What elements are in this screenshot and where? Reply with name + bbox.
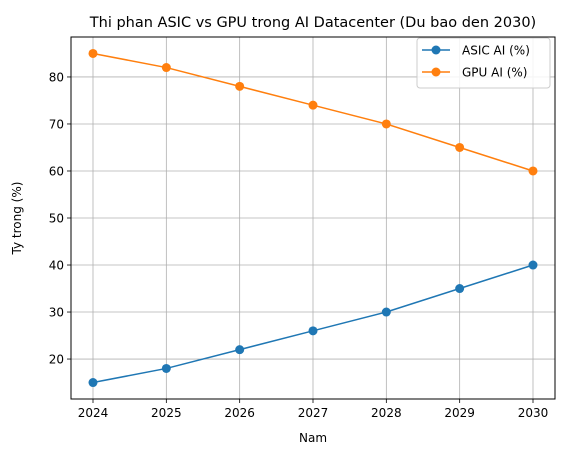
legend-box xyxy=(416,37,551,89)
chart-title: Thi phan ASIC vs GPU trong AI Datacenter… xyxy=(89,15,536,31)
x-tick-label: 2024 xyxy=(78,406,109,420)
x-tick-label: 2025 xyxy=(151,406,182,420)
grid xyxy=(71,37,555,399)
legend-marker-asic xyxy=(431,45,441,55)
data-point xyxy=(455,284,465,294)
data-point xyxy=(308,326,318,336)
data-point xyxy=(88,48,98,58)
y-tick-label: 40 xyxy=(49,259,64,273)
y-tick-label: 70 xyxy=(49,117,64,131)
legend-marker-gpu xyxy=(431,67,441,77)
series-layer xyxy=(88,48,538,388)
y-tick-label: 20 xyxy=(49,353,64,367)
data-point xyxy=(88,378,98,388)
x-tick-label: 2027 xyxy=(298,406,329,420)
y-tick-label: 30 xyxy=(49,306,64,320)
x-tick-label: 2030 xyxy=(518,406,549,420)
legend-label-asic: ASIC AI (%) xyxy=(462,44,530,58)
x-axis-label: Nam xyxy=(299,431,327,445)
data-point xyxy=(161,63,171,73)
y-axis-ticks: 20 30 40 50 60 70 80 xyxy=(49,70,71,367)
data-point xyxy=(235,345,245,355)
y-axis-label: Ty trong (%) xyxy=(10,182,24,256)
data-point xyxy=(161,363,171,373)
data-point xyxy=(308,100,318,110)
y-tick-label: 60 xyxy=(49,164,64,178)
y-tick-label: 80 xyxy=(49,70,64,84)
data-point xyxy=(528,166,538,176)
data-point xyxy=(381,307,391,317)
data-point xyxy=(235,81,245,91)
x-axis-ticks: 2024 2025 2026 2027 2028 2029 2030 xyxy=(78,399,549,420)
data-point xyxy=(528,260,538,270)
legend-label-gpu: GPU AI (%) xyxy=(462,66,527,80)
data-point xyxy=(455,142,465,152)
y-tick-label: 50 xyxy=(49,212,64,226)
x-tick-label: 2026 xyxy=(224,406,255,420)
legend: ASIC AI (%) GPU AI (%) xyxy=(416,37,551,89)
x-tick-label: 2028 xyxy=(371,406,402,420)
x-tick-label: 2029 xyxy=(444,406,475,420)
data-point xyxy=(381,119,391,129)
